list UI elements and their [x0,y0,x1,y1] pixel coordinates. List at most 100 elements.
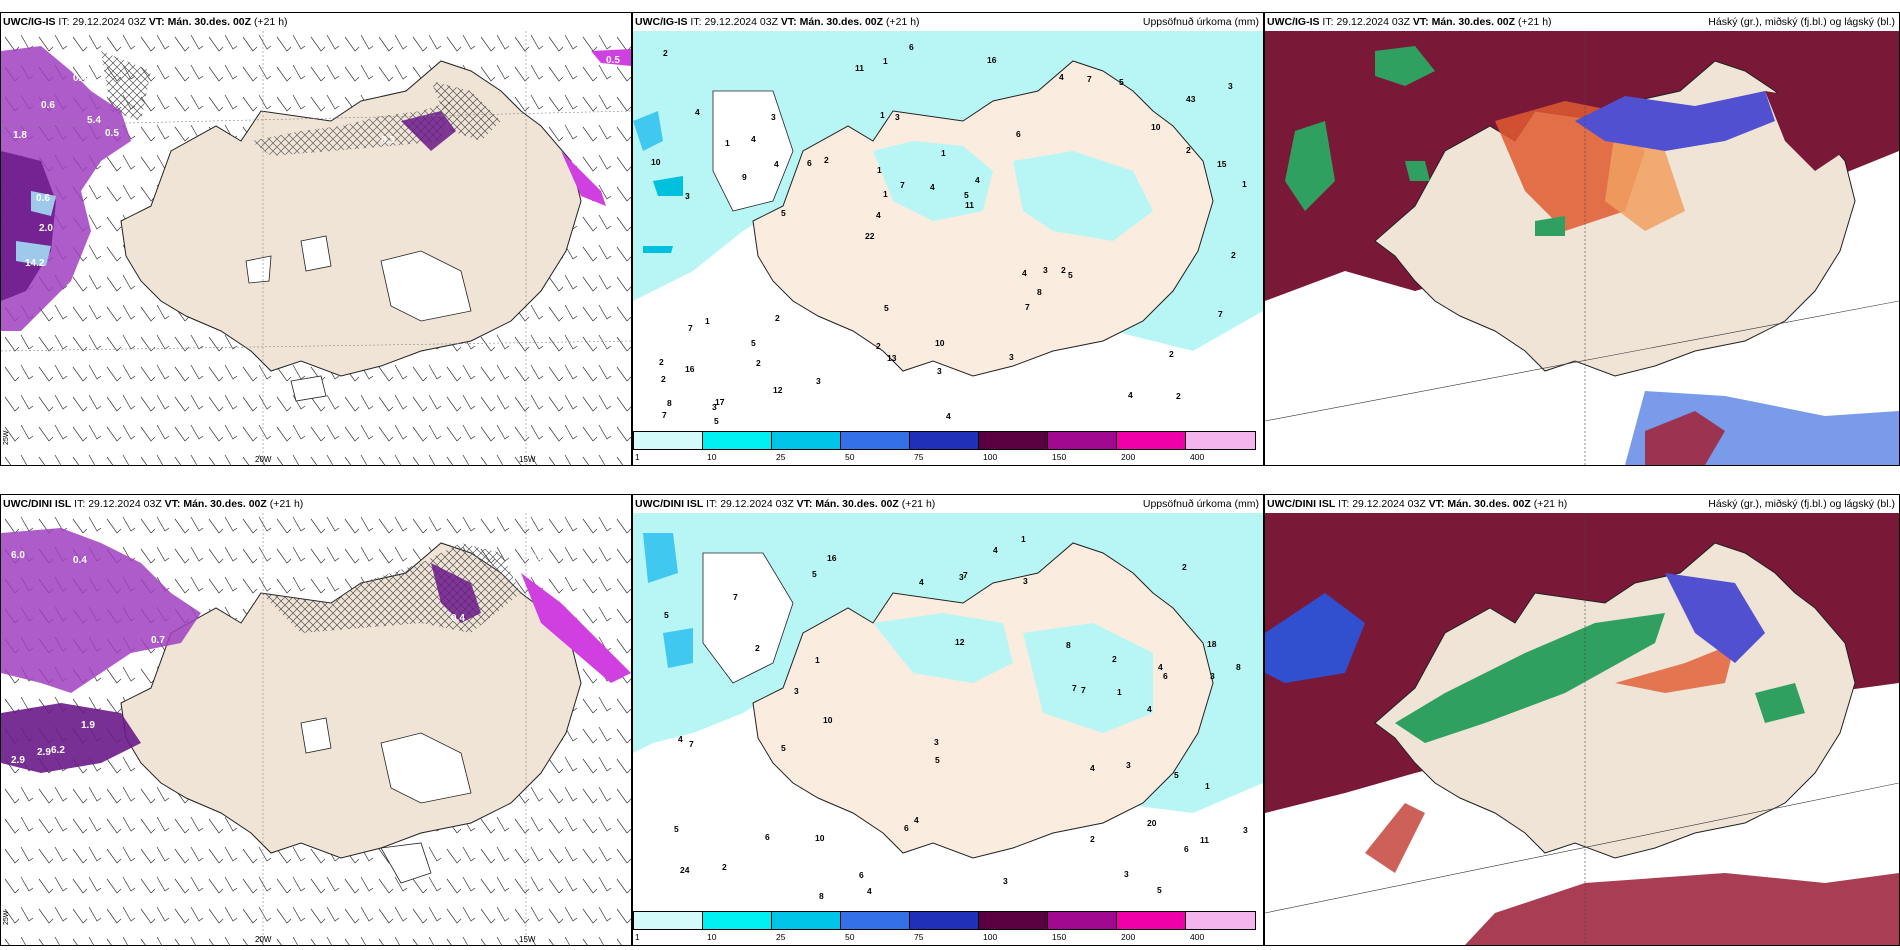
precip-value: 3 [794,686,799,696]
panel-title-right: Háský (gr.), miðský (fj.bl.) og lágský (… [1708,16,1895,28]
svg-text:0.7: 0.7 [151,635,165,646]
precip-value: 1 [877,165,882,175]
precip-value: 3 [895,112,900,122]
precip-value: 8 [1066,640,1071,650]
colorbar-cell [1117,432,1186,449]
iceland-land [752,60,1214,377]
precip-labels: 2 3 43 22 6 17 1 1 1 2 2 2 3 4 5 4 1 1 4 2 4 2 1 3 4 2 4 2 2 4 6 9 7 12 15… [633,31,1263,445]
svg-text:5.4: 5.4 [87,115,101,126]
panel-title: UWC/IG-IS IT: 29.12.2024 03Z VT: Mán. 30… [1267,16,1552,28]
precip-value: 3 [1126,760,1131,770]
colorbar-cell [1048,432,1117,449]
precip-value: 5 [884,303,889,313]
svg-text:1.9: 1.9 [81,720,95,731]
panel-title: UWC/DINI ISL IT: 29.12.2024 03Z VT: Mán.… [1267,498,1568,510]
precip-value: 2 [1231,250,1236,260]
precip-value: 1 [705,316,710,326]
precip-value: 1 [725,138,730,148]
panel-title-right: Uppsöfnuð úrkoma (mm) [1142,498,1259,510]
precip-value: 5 [714,416,719,426]
panel-bottom-left: UWC/DINI ISL IT: 29.12.2024 03Z VT: Mán.… [0,494,632,946]
precip-value: 4 [1147,704,1152,714]
lon-label: 15W [519,455,536,464]
precip-value: 4 [1059,72,1064,82]
cloud-map [1265,513,1899,945]
colorbar [633,431,1256,450]
precip-value: 4 [1022,268,1027,278]
panel-title-right: Uppsöfnuð úrkoma (mm) [1142,16,1259,28]
colorbar-cell [910,432,979,449]
precip-value: 11 [855,63,864,73]
colorbar-tick: 1 [635,932,640,942]
precip-value: 13 [887,353,897,363]
precip-value: 20 [1147,818,1157,828]
colorbar-cell [979,912,1048,929]
svg-text:0.6: 0.6 [36,193,50,204]
precip-value: 8 [1037,287,1042,297]
colorbar-tick: 200 [1121,452,1136,462]
precip-value: 1 [880,110,885,120]
colorbar-tick: 75 [914,452,924,462]
precip-value: 2 [661,374,666,384]
precip-value: 4 [1158,662,1163,672]
colorbar-cell [1186,432,1255,449]
precip-value: 3 [1210,671,1215,681]
panel-title-right: Háský (gr.), miðský (fj.bl.) og lágský (… [1708,498,1895,510]
colorbar-tick: 100 [983,452,998,462]
colorbar-tick: 25 [776,452,786,462]
precip-value: 4 [1090,763,1095,773]
precip-value: 5 [935,755,940,765]
precip-value: 43 [1186,94,1196,104]
precip-value: 4 [946,411,951,421]
wind-precip-map: 0.4 0.6 5.4 1.8 0.5 0.6 2.0 14.2 0.3 0.5 [1,31,631,465]
colorbar-cell [1048,912,1117,929]
lon-label: 15W [519,935,536,944]
svg-text:2.0: 2.0 [39,223,53,234]
svg-text:6.0: 6.0 [11,550,25,561]
precip-value: 10 [823,715,833,725]
colorbar-tick: 10 [707,452,717,462]
precip-value: 8 [819,891,824,901]
colorbar-tick: 150 [1052,452,1067,462]
svg-text:0.4: 0.4 [451,613,465,624]
precip-value: 6 [909,42,914,52]
precip-value: 10 [815,833,825,843]
lat-label: 25W [3,910,10,925]
precip-value: 2 [1090,834,1095,844]
precip-value: 7 [900,180,905,190]
colorbar-tick: 400 [1190,452,1205,462]
precip-value: 3 [771,112,776,122]
precip-value: 2 [1176,391,1181,401]
precip-value: 6 [765,832,770,842]
precip-value: 6 [807,158,812,168]
precip-value: 7 [1218,309,1223,319]
precip-value: 3 [1009,352,1014,362]
panel-bottom-mid: UWC/DINI ISL IT: 29.12.2024 03Z VT: Mán.… [632,494,1264,946]
panel-title: UWC/IG-IS IT: 29.12.2024 03Z VT: Mán. 30… [3,16,288,28]
precip-value: 6 [859,870,864,880]
precip-value: 3 [816,376,821,386]
precip-value: 5 [964,190,969,200]
precip-value: 2 [755,643,760,653]
precip-value: 7 [688,323,693,333]
precip-value: 1 [815,655,820,665]
precip-value: 5 [1068,270,1073,280]
panel-top-mid: UWC/IG-IS IT: 29.12.2024 03Z VT: Mán. 30… [632,12,1264,466]
precip-value: 5 [664,610,669,620]
colorbar-tick: 400 [1190,932,1205,942]
precip-value: 10 [935,338,945,348]
precip-value: 7 [662,410,667,420]
precip-value: 3 [1124,869,1129,879]
precip-value: 4 [751,134,756,144]
precip-value: 6 [1184,844,1189,854]
colorbar-tick: 10 [707,932,717,942]
panel-bottom-right: UWC/DINI ISL IT: 29.12.2024 03Z VT: Mán.… [1264,494,1900,946]
svg-text:0.5: 0.5 [105,128,119,139]
svg-text:6.2: 6.2 [51,745,65,756]
svg-text:0.3: 0.3 [531,553,545,564]
precip-value: 4 [867,886,872,896]
panel-title: UWC/DINI ISL IT: 29.12.2024 03Z VT: Mán.… [3,498,304,510]
panel-title: UWC/DINI ISL IT: 29.12.2024 03Z VT: Mán.… [635,498,936,510]
precip-value: 3 [1243,825,1248,835]
precip-value: 16 [987,55,997,65]
